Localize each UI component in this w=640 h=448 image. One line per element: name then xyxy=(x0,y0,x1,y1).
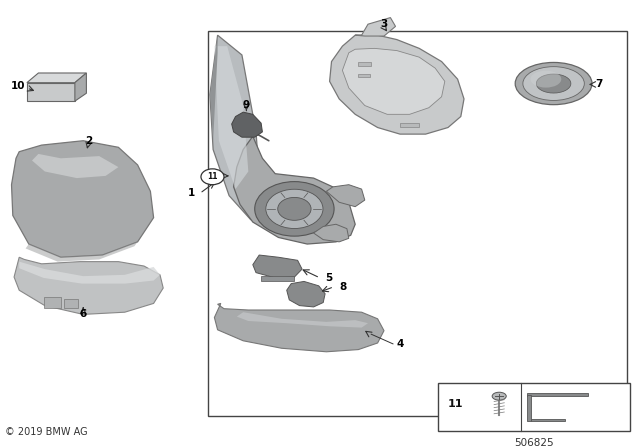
Polygon shape xyxy=(14,257,163,314)
Polygon shape xyxy=(330,35,464,134)
Bar xyxy=(358,74,370,77)
Bar xyxy=(438,383,630,431)
Text: 8: 8 xyxy=(339,282,346,292)
Text: 1: 1 xyxy=(188,189,195,198)
Polygon shape xyxy=(342,48,445,114)
Text: 6: 6 xyxy=(79,310,87,319)
Bar xyxy=(44,297,61,308)
Bar xyxy=(531,418,564,421)
Polygon shape xyxy=(27,73,86,83)
Polygon shape xyxy=(287,281,325,307)
Polygon shape xyxy=(314,224,349,242)
Ellipse shape xyxy=(492,392,506,400)
Ellipse shape xyxy=(515,62,592,105)
Polygon shape xyxy=(232,112,262,137)
Polygon shape xyxy=(326,185,365,207)
Polygon shape xyxy=(355,17,396,36)
Text: 11: 11 xyxy=(448,399,463,409)
Polygon shape xyxy=(210,35,218,141)
Bar xyxy=(358,62,371,66)
Circle shape xyxy=(201,169,224,185)
Ellipse shape xyxy=(531,71,561,88)
Polygon shape xyxy=(75,73,86,101)
Polygon shape xyxy=(214,46,248,189)
Circle shape xyxy=(255,181,334,236)
Bar xyxy=(527,393,588,396)
Polygon shape xyxy=(32,154,118,178)
Text: 506825: 506825 xyxy=(515,438,554,448)
Bar xyxy=(400,123,419,127)
Bar xyxy=(208,31,627,416)
Polygon shape xyxy=(210,35,261,220)
Polygon shape xyxy=(26,242,138,262)
Bar xyxy=(27,83,75,101)
Text: 5: 5 xyxy=(325,273,332,283)
Circle shape xyxy=(266,189,323,228)
Polygon shape xyxy=(253,255,302,278)
Text: 7: 7 xyxy=(595,79,603,90)
Circle shape xyxy=(278,198,311,220)
Polygon shape xyxy=(237,312,368,327)
Bar xyxy=(261,276,294,280)
Polygon shape xyxy=(19,262,160,284)
Polygon shape xyxy=(234,136,355,244)
Bar xyxy=(64,299,78,308)
Text: 2: 2 xyxy=(84,136,92,146)
Ellipse shape xyxy=(536,74,571,93)
Polygon shape xyxy=(214,303,384,352)
Text: 3: 3 xyxy=(380,19,388,29)
Text: 9: 9 xyxy=(243,99,250,110)
Polygon shape xyxy=(12,141,154,257)
Text: 10: 10 xyxy=(11,81,26,91)
Text: 11: 11 xyxy=(207,172,218,181)
Bar xyxy=(527,395,531,421)
Text: © 2019 BMW AG: © 2019 BMW AG xyxy=(5,427,88,437)
Text: 4: 4 xyxy=(397,339,404,349)
Ellipse shape xyxy=(523,67,584,100)
